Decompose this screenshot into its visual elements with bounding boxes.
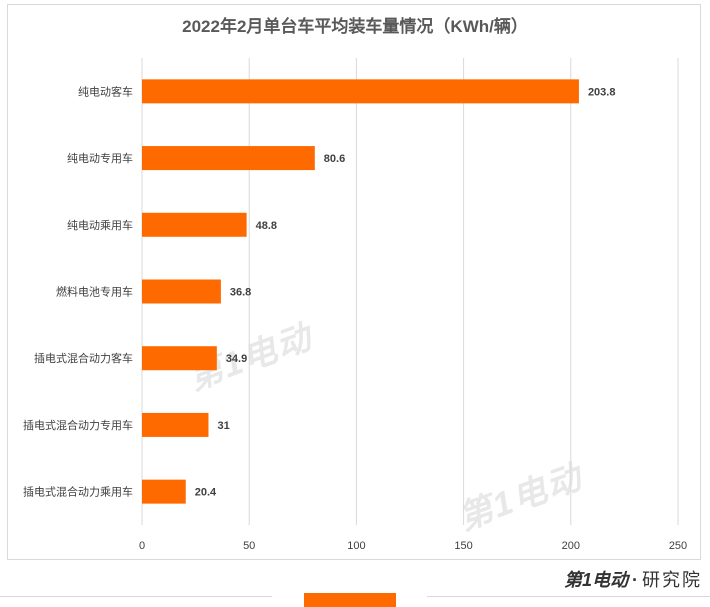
footer-logo: 第1电动 · 研究院	[564, 566, 702, 592]
x-tick-label: 250	[669, 540, 687, 552]
bar	[142, 79, 579, 104]
category-labels: 纯电动客车纯电动专用车纯电动乘用车燃料电池专用车插电式混合动力客车插电式混合动力…	[23, 84, 133, 498]
footer-suffix: 研究院	[642, 570, 702, 590]
x-axis-tick-labels: 0 50 100 150 200 250	[139, 540, 687, 552]
category-label: 纯电动专用车	[67, 151, 133, 165]
data-label: 34.9	[226, 353, 247, 365]
bar	[142, 412, 209, 437]
footer-brand: 第1电动	[563, 570, 628, 590]
data-label: 20.4	[195, 487, 217, 499]
bar	[142, 346, 217, 371]
data-label: 31	[217, 420, 229, 432]
bar	[142, 212, 247, 237]
x-tick-label: 100	[347, 540, 365, 552]
legend-swatch	[304, 593, 396, 607]
gridlines	[141, 58, 679, 525]
data-labels: 203.8 80.6 48.8 36.8 34.9 31 20.4	[195, 86, 616, 498]
category-label: 插电式混合动力专用车	[23, 418, 133, 432]
x-tick-label: 200	[562, 540, 580, 552]
category-label: 纯电动客车	[78, 84, 133, 98]
category-label: 插电式混合动力乘用车	[23, 485, 133, 499]
footer-separator: ·	[632, 570, 638, 590]
bars	[142, 79, 579, 504]
category-label: 插电式混合动力客车	[34, 351, 133, 365]
footer-divider	[0, 596, 272, 597]
data-label: 36.8	[230, 287, 251, 299]
data-label: 48.8	[256, 220, 277, 232]
x-tick-label: 50	[243, 540, 255, 552]
bar	[142, 146, 315, 171]
x-tick-label: 0	[139, 540, 145, 552]
category-label: 纯电动乘用车	[67, 218, 133, 232]
x-tick-label: 150	[454, 540, 472, 552]
bar	[142, 479, 186, 504]
category-label: 燃料电池专用车	[56, 285, 133, 299]
footer-divider	[427, 596, 710, 597]
bar	[142, 279, 221, 304]
data-label: 203.8	[588, 86, 616, 98]
chart-title: 2022年2月单台车平均装车量情况（KWh/辆）	[182, 17, 528, 36]
data-label: 80.6	[324, 153, 345, 165]
